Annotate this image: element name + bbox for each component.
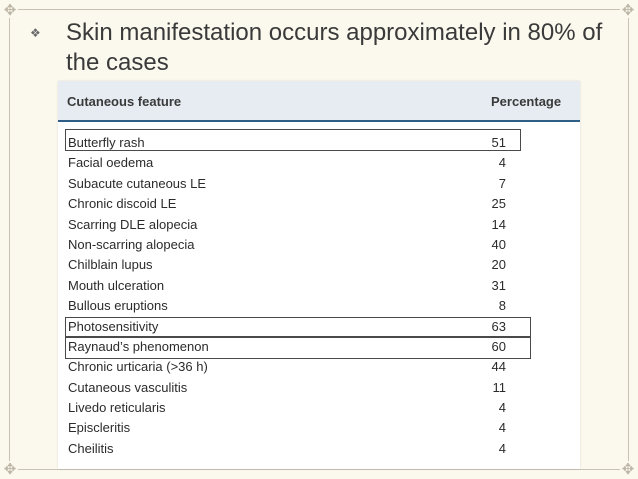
row-percentage: 4 [498,400,506,416]
diamond-bullet-icon: ❖ [30,26,41,40]
row-feature: Chronic urticaria (>36 h) [68,359,208,375]
row-percentage: 4 [498,420,506,436]
row-percentage: 20 [491,257,506,273]
row-percentage: 63 [491,318,506,334]
row-feature: Bullous eruptions [68,298,168,314]
table-header: Cutaneous feature Percentage [58,81,580,122]
frame-corner-ornament-icon: ✥ [621,1,635,19]
table-body: Butterfly rash 51 Facial oedema 4 Subacute c… [58,133,580,459]
table-row: Chronic discoid LE 25 [58,194,580,214]
row-percentage: 11 [492,379,507,395]
row-feature: Livedo reticularis [68,400,166,416]
frame-left-line [9,18,10,461]
row-percentage: 4 [498,155,506,171]
row-feature: Subacute cutaneous LE [68,175,207,191]
row-feature: Chilblain lupus [68,257,153,273]
row-feature: Butterfly rash [68,135,145,150]
table-row: Scarring DLE alopecia 14 [58,215,580,235]
column-header-percentage: Percentage [491,94,562,109]
table-row: Non-scarring alopecia 40 [58,235,580,255]
table-row: Episcleritis 4 [58,418,580,438]
row-percentage: 8 [498,298,506,314]
table-row: Photosensitivity 63 [58,317,580,337]
table-row: Raynaud’s phenomenon 60 [58,337,580,357]
slide-title: Skin manifestation occurs approximately … [66,19,603,76]
table-row: Livedo reticularis 4 [58,398,580,418]
row-feature: Scarring DLE alopecia [68,216,198,232]
row-feature: Episcleritis [68,420,131,436]
table-row: Chronic urticaria (>36 h) 44 [58,357,580,377]
table-row: Subacute cutaneous LE 7 [58,174,580,194]
row-feature: Chronic discoid LE [68,196,177,212]
row-percentage: 40 [491,236,506,252]
table-row: Facial oedema 4 [58,153,580,173]
frame-right-line [628,18,629,461]
row-percentage: 51 [491,135,506,150]
column-header-feature: Cutaneous feature [67,94,182,109]
row-feature: Mouth ulceration [68,277,165,293]
row-percentage: 14 [491,216,506,232]
row-percentage: 31 [491,277,506,293]
table-row: Chilblain lupus 20 [58,255,580,275]
cutaneous-features-table: Cutaneous feature Percentage Butterfly r… [58,81,580,469]
table-row: Butterfly rash 51 [58,133,580,153]
row-feature: Facial oedema [68,155,154,171]
frame-corner-ornament-icon: ✥ [3,1,17,19]
row-feature: Cheilitis [68,440,114,456]
row-percentage: 25 [491,196,506,212]
row-feature: Cutaneous vasculitis [68,379,188,395]
table-row: Bullous eruptions 8 [58,296,580,316]
frame-corner-ornament-icon: ✥ [621,460,635,478]
frame-top-line [18,9,620,10]
table-row: Mouth ulceration 31 [58,276,580,296]
row-feature: Photosensitivity [68,318,159,334]
row-feature: Raynaud’s phenomenon [68,338,209,354]
table-row: Cutaneous vasculitis 11 [58,378,580,398]
table-row: Cheilitis 4 [58,439,580,459]
row-percentage: 4 [498,440,506,456]
row-percentage: 60 [491,338,506,354]
row-percentage: 44 [491,359,506,375]
row-feature: Non-scarring alopecia [68,236,195,252]
frame-corner-ornament-icon: ✥ [3,460,17,478]
frame-bottom-line [18,469,620,470]
row-percentage: 7 [498,175,506,191]
